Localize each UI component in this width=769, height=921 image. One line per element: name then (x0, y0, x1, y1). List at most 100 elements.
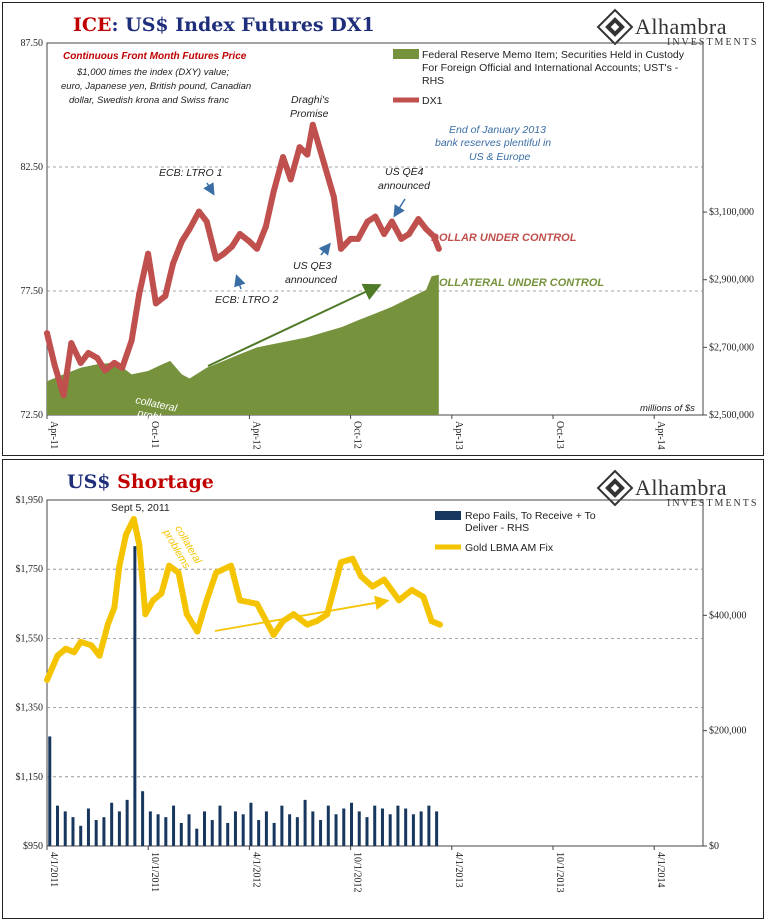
dx1-point (229, 243, 236, 250)
repo-fails-bar (86, 808, 90, 846)
gold-fix-point (408, 587, 415, 593)
gold-fix-point (436, 621, 443, 628)
gold-fix-point (62, 645, 69, 652)
dx1-point (178, 238, 185, 245)
dx1-point (296, 144, 303, 151)
legend-swatch-custody (393, 49, 419, 59)
logo-sub: INVESTMENTS (667, 498, 758, 509)
gold-fix-point (130, 516, 137, 522)
legend-dx1: DX1 (422, 95, 443, 107)
repo-fails-bar (125, 799, 129, 846)
repo-fails-bar (249, 802, 253, 846)
y-tick-right: $400,000 (709, 610, 747, 621)
dx1-point (381, 231, 388, 237)
repo-fails-bar (172, 805, 176, 846)
repo-fails-bar (141, 791, 145, 846)
y-tick-left: $1,750 (16, 564, 44, 575)
gold-fix-point (420, 593, 427, 600)
dx1-point (186, 226, 193, 232)
legend-swatch-repo (435, 511, 461, 520)
gold-fix-point (213, 569, 220, 576)
x-tick: 10/1/2013 (554, 852, 565, 893)
dx1-point (321, 161, 328, 168)
chart-subtitle: Continuous Front Month Futures Price (63, 51, 247, 62)
dx1-point (388, 218, 395, 225)
dx1-point (203, 218, 210, 225)
alhambra-logo: Alhambra INVESTMENTS (596, 469, 758, 509)
legend-custody-line-2: For Foreign Official and International A… (422, 62, 679, 74)
dx1-point (398, 235, 405, 242)
dx1-point (435, 245, 442, 252)
repo-fails-bar (133, 546, 137, 846)
repo-fails-bar (334, 814, 338, 846)
ann-dollar-under-control: DOLLAR UNDER CONTROL (431, 232, 577, 244)
dx1-point (68, 340, 75, 347)
repo-fails-bar (427, 805, 431, 846)
legend-gold: Gold LBMA AM Fix (465, 542, 554, 554)
dx1-point (262, 223, 269, 230)
ann-qe3-1: US QE3 (293, 260, 332, 272)
x-tick: Apr-13 (453, 421, 464, 450)
dx1-point (415, 216, 422, 223)
ann-jan2013-1: End of January 2013 (449, 124, 546, 136)
gold-fix-point (54, 652, 61, 659)
repo-fails-bar (102, 817, 106, 846)
x-tick: Oct-13 (554, 421, 565, 449)
dx1-point (246, 238, 253, 245)
dx1-point (254, 245, 260, 252)
chart-title-prefix: US$ (67, 471, 117, 493)
dx1-point (270, 188, 277, 195)
legend-2: Repo Fails, To Receive + To Deliver - RH… (435, 510, 596, 554)
gold-fix-line (44, 516, 443, 683)
dx1-point (196, 208, 202, 215)
repo-fails-bar (226, 822, 230, 846)
repo-fails-bar (288, 814, 292, 846)
repo-fails-bar (365, 817, 369, 846)
y-tick-left: 72.50 (21, 410, 44, 421)
repo-fails-bar (295, 817, 299, 846)
y-tick-right: $0 (709, 841, 719, 852)
gold-fix-point (150, 597, 157, 604)
gold-fix-point (349, 555, 356, 562)
repo-fails-bar (241, 814, 245, 846)
gold-fix-point (396, 597, 402, 604)
chart-note-line-2: euro, Japanese yen, British pound, Canad… (61, 81, 251, 92)
y-tick-left: $1,950 (16, 495, 44, 506)
ann-draghi-1: Draghi's (291, 94, 330, 106)
chart-title-rest: Shortage (117, 471, 214, 493)
ann-sept5: Sept 5, 2011 (111, 502, 170, 514)
ann-jan2013-3: US & Europe (469, 151, 530, 163)
repo-fails-bar (272, 822, 276, 846)
repo-fails-bar (148, 811, 152, 846)
gold-fix-point (166, 562, 173, 569)
gold-fix-point (324, 611, 331, 618)
x-tick: 4/1/2012 (250, 852, 261, 888)
repo-fails-bar (350, 802, 354, 846)
x-tick: Apr-12 (250, 421, 261, 450)
repo-fails-bar (79, 825, 83, 846)
units-label: millions of $s (640, 403, 695, 414)
gold-fix-point (88, 642, 95, 649)
dx1-point (44, 330, 50, 337)
x-tick: Oct-11 (149, 421, 160, 448)
dx1-point (94, 355, 101, 361)
x-tick: 10/1/2012 (352, 852, 363, 893)
repo-fails-bar (117, 811, 121, 846)
repo-fails-bar (110, 802, 114, 846)
x-tick: 10/1/2011 (149, 852, 160, 892)
ann-collateral-under-control: COLLATERAL UNDER CONTROL (431, 277, 604, 289)
dx1-point (128, 337, 135, 344)
dx1-point (287, 176, 294, 183)
logo-name: Alhambra (635, 14, 727, 39)
logo-name: Alhambra (635, 475, 727, 500)
y-tick-left: $950 (23, 841, 43, 852)
dx1-point (119, 364, 126, 371)
repo-fails-bar (71, 817, 75, 846)
ann-ltro1: ECB: LTRO 1 (159, 167, 222, 179)
gold-fix-point (381, 576, 388, 583)
dx1-point (372, 213, 379, 220)
legend-repo-line-1: Repo Fails, To Receive + To (465, 510, 596, 522)
y-tick-left: $1,350 (16, 703, 44, 714)
dx1-point (430, 233, 437, 240)
dx1-chart-svg: ICE: US$ Index Futures DX1 Alhambra INVE… (21, 8, 756, 450)
